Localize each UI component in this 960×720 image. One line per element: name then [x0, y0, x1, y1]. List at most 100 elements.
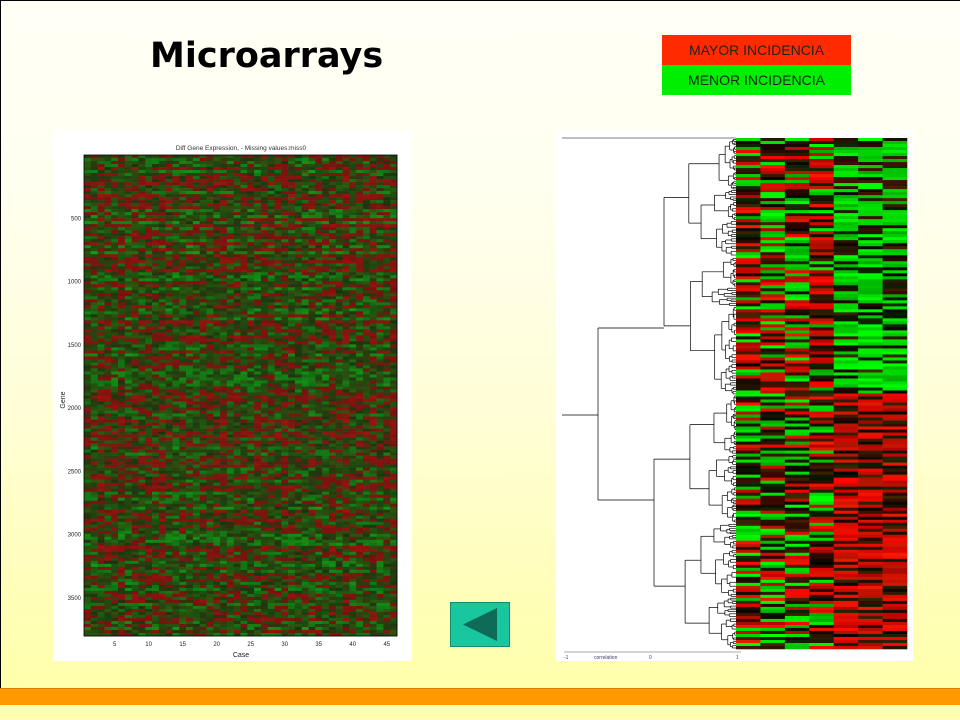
- heatmap-cell: [383, 305, 391, 309]
- heatmap-cell: [84, 389, 92, 393]
- heatmap-cell: [315, 218, 323, 222]
- heatmap-cell: [84, 410, 92, 414]
- heatmap-cell: [206, 467, 214, 471]
- heatmap-cell: [233, 350, 241, 354]
- heatmap-cell: [124, 278, 132, 282]
- heatmap-cell: [213, 158, 221, 162]
- heatmap-cell: [342, 215, 350, 219]
- heatmap-cell: [383, 440, 391, 444]
- heatmap-cell: [342, 182, 350, 186]
- heatmap-cell: [274, 173, 282, 177]
- heatmap-cell: [84, 350, 92, 354]
- heatmap-cell: [356, 413, 364, 417]
- heatmap-cell: [179, 194, 187, 198]
- heatmap-cell: [349, 419, 357, 423]
- heatmap-cell: [267, 170, 275, 174]
- heatmap-cell: [308, 362, 316, 366]
- heatmap-cell: [165, 395, 173, 399]
- heatmap-cell: [342, 236, 350, 240]
- heatmap-cell: [267, 290, 275, 294]
- heatmap-cell: [213, 341, 221, 345]
- heatmap-cell: [213, 296, 221, 300]
- heatmap-cell: [322, 428, 330, 432]
- heatmap-cell: [206, 455, 214, 459]
- heatmap-cell: [118, 446, 126, 450]
- heatmap-cell: [369, 212, 377, 216]
- heatmap-cell: [240, 476, 248, 480]
- heatmap-cell: [152, 476, 160, 480]
- heatmap-cell: [342, 206, 350, 210]
- heatmap-cell: [199, 428, 207, 432]
- heatmap-cell: [158, 461, 166, 465]
- heatmap-cell: [233, 476, 241, 480]
- heatmap-cell: [322, 215, 330, 219]
- heatmap-cell: [308, 194, 316, 198]
- heatmap-cell: [376, 467, 384, 471]
- heatmap-cell: [111, 419, 119, 423]
- heatmap-cell: [233, 473, 241, 477]
- heatmap-cell: [165, 161, 173, 165]
- heatmap-cell: [322, 281, 330, 285]
- heatmap-cell: [131, 320, 139, 324]
- heatmap-cell: [158, 329, 166, 333]
- heatmap-cell: [369, 461, 377, 465]
- heatmap-cell: [226, 425, 234, 429]
- heatmap-cell: [158, 188, 166, 192]
- heatmap-cell: [192, 470, 200, 474]
- heatmap-cell: [145, 359, 153, 363]
- heatmap-cell: [274, 179, 282, 183]
- heatmap-cell: [226, 278, 234, 282]
- heatmap-cell: [172, 470, 180, 474]
- heatmap-cell: [97, 176, 105, 180]
- heatmap-cell: [328, 461, 337, 465]
- heatmap-cell: [186, 326, 194, 330]
- heatmap-cell: [274, 299, 282, 303]
- heatmap-cell: [335, 245, 343, 249]
- heatmap-cell: [281, 209, 289, 213]
- heatmap-cell: [247, 197, 255, 201]
- heatmap-cell: [186, 242, 194, 246]
- heatmap-cell: [179, 233, 187, 237]
- heatmap-cell: [315, 206, 323, 210]
- heatmap-cell: [390, 275, 398, 279]
- heatmap-cell: [179, 449, 187, 453]
- heatmap-cell: [165, 461, 173, 465]
- heatmap-cell: [84, 248, 92, 252]
- heatmap-cell: [254, 377, 262, 381]
- heatmap-cell: [240, 224, 248, 228]
- heatmap-cell: [254, 227, 262, 231]
- heatmap-cell: [342, 389, 350, 393]
- heatmap-cell: [118, 476, 126, 480]
- heatmap-cell: [390, 476, 398, 480]
- heatmap-cell: [206, 335, 214, 339]
- heatmap-cell: [179, 185, 187, 189]
- heatmap-cell: [247, 272, 255, 276]
- heatmap-cell: [97, 308, 105, 312]
- heatmap-cell: [254, 440, 262, 444]
- heatmap-cell: [362, 269, 371, 273]
- heatmap-cell: [315, 476, 323, 480]
- heatmap-cell: [84, 194, 92, 198]
- heatmap-cell: [158, 275, 166, 279]
- heatmap-cell: [356, 308, 364, 312]
- heatmap-cell: [118, 167, 126, 171]
- heatmap-cell: [356, 410, 364, 414]
- heatmap-cell: [376, 284, 384, 288]
- heatmap-cell: [260, 341, 269, 345]
- heatmap-cell: [158, 455, 166, 459]
- heatmap-cell: [165, 452, 173, 456]
- heatmap-cell: [328, 161, 337, 165]
- heatmap-cell: [254, 305, 262, 309]
- heatmap-cell: [118, 365, 126, 369]
- heatmap-cell: [131, 221, 139, 225]
- heatmap-cell: [111, 437, 119, 441]
- heatmap-cell: [390, 215, 398, 219]
- heatmap-cell: [104, 452, 112, 456]
- heatmap-cell: [281, 251, 289, 255]
- heatmap-cell: [138, 341, 146, 345]
- heatmap-cell: [233, 443, 241, 447]
- heatmap-cell: [226, 350, 234, 354]
- heatmap-cell: [90, 359, 98, 363]
- heatmap-cell: [158, 389, 166, 393]
- heatmap-cell: [131, 233, 139, 237]
